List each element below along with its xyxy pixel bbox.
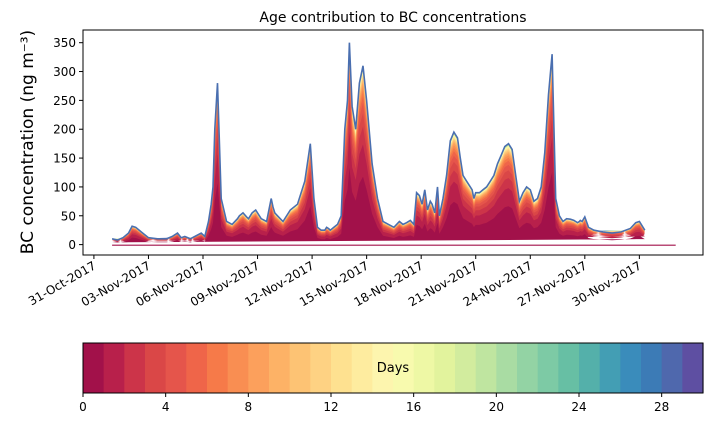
colorbar-ticks: 0 4 8 12 16 20 24 28	[79, 393, 669, 414]
colorbar-segment	[537, 343, 559, 393]
colorbar-tick-label: 12	[323, 400, 338, 414]
colorbar-segment	[372, 343, 394, 393]
colorbar-segment	[682, 343, 704, 393]
colorbar-segment	[517, 343, 539, 393]
colorbar-segments	[83, 343, 704, 393]
colorbar-segment	[620, 343, 642, 393]
y-tick-label: 350	[53, 36, 76, 50]
colorbar-segment	[186, 343, 208, 393]
colorbar-frame	[82, 342, 704, 394]
colorbar-segment	[165, 343, 187, 393]
y-tick-label: 300	[53, 65, 76, 79]
colorbar-segment	[579, 343, 601, 393]
y-tick-label: 250	[53, 94, 76, 108]
colorbar-tick-label: 8	[245, 400, 253, 414]
colorbar-segment	[83, 343, 105, 393]
age-layer-0	[112, 167, 645, 243]
colorbar-segment	[496, 343, 518, 393]
colorbar-tick-label: 16	[406, 400, 421, 414]
colorbar-segment	[434, 343, 456, 393]
colorbar-segment	[558, 343, 580, 393]
colorbar-segment	[455, 343, 477, 393]
age-layers	[112, 42, 645, 243]
colorbar-segment	[207, 343, 229, 393]
y-tick-label: 100	[53, 180, 76, 194]
colorbar-segment	[413, 343, 435, 393]
colorbar-segment	[103, 343, 125, 393]
y-tick-label: 0	[68, 238, 76, 252]
colorbar-segment	[351, 343, 373, 393]
colorbar-tick-label: 4	[162, 400, 170, 414]
colorbar-segment	[393, 343, 415, 393]
y-tick-label: 150	[53, 152, 76, 166]
colorbar-tick-label: 28	[654, 400, 669, 414]
total-bc-line	[111, 42, 646, 241]
colorbar-segment	[227, 343, 249, 393]
colorbar: Days 0 4 8 12 16 20 24 28	[79, 342, 704, 414]
colorbar-tick-label: 0	[79, 400, 87, 414]
plot-frame	[82, 29, 704, 256]
colorbar-segment	[269, 343, 291, 393]
colorbar-segment	[124, 343, 146, 393]
colorbar-segment	[661, 343, 683, 393]
colorbar-segment	[310, 343, 332, 393]
plot-area	[111, 42, 676, 246]
y-tick-label: 50	[61, 209, 76, 223]
colorbar-segment	[599, 343, 621, 393]
colorbar-tick-label: 24	[571, 400, 586, 414]
colorbar-segment	[145, 343, 167, 393]
colorbar-segment	[248, 343, 270, 393]
colorbar-segment	[641, 343, 663, 393]
colorbar-segment	[475, 343, 497, 393]
y-axis-label: BC concentration (ng m⁻³)	[18, 30, 38, 254]
colorbar-segment	[331, 343, 353, 393]
colorbar-tick-label: 20	[489, 400, 504, 414]
y-axis-ticks: 0 50 100 150 200 250 300 350	[53, 36, 83, 252]
colorbar-segment	[289, 343, 311, 393]
chart-title: Age contribution to BC concentrations	[259, 10, 526, 26]
colorbar-label: Days	[377, 361, 410, 376]
y-tick-label: 200	[53, 123, 76, 137]
